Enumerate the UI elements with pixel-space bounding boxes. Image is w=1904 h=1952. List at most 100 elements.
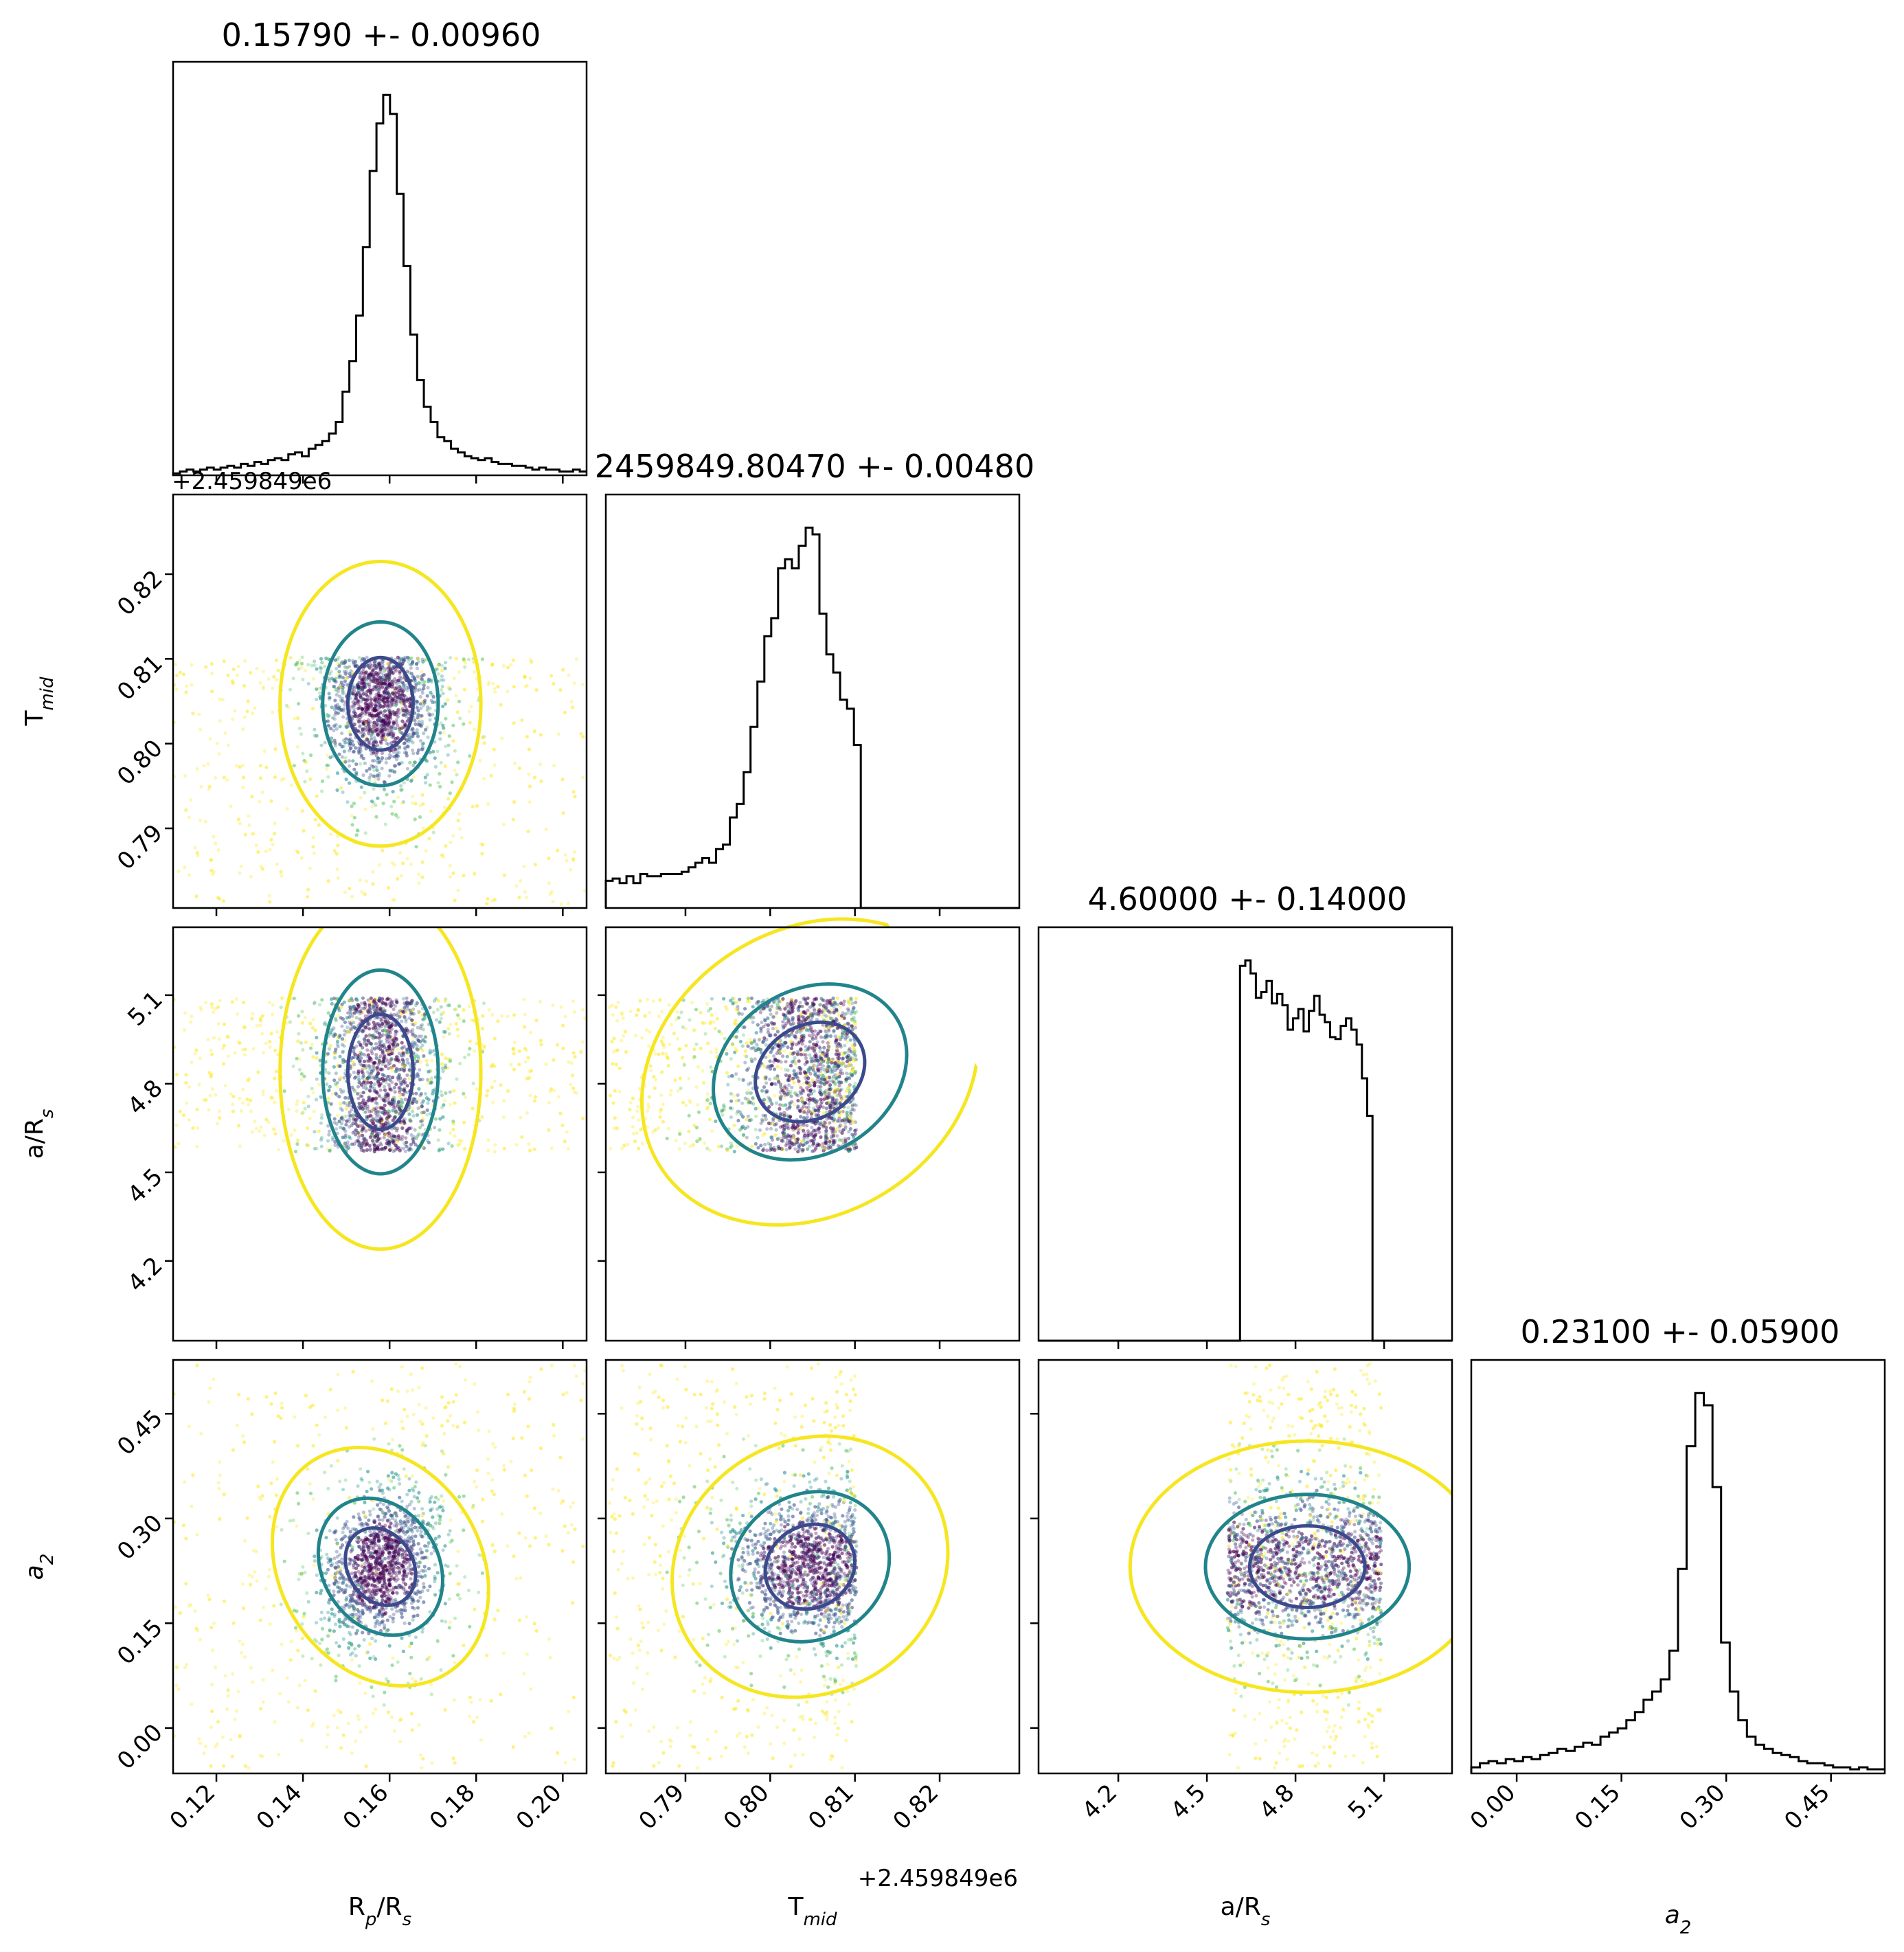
scatter-point bbox=[387, 715, 391, 719]
scatter-point bbox=[440, 853, 444, 857]
scatter-point bbox=[374, 740, 378, 745]
scatter-point bbox=[397, 711, 401, 715]
scatter-point bbox=[379, 1143, 383, 1147]
scatter-point bbox=[184, 808, 188, 812]
scatter-point bbox=[199, 1006, 203, 1010]
scatter-point bbox=[387, 673, 392, 677]
scatter-point bbox=[304, 760, 308, 764]
scatter-point bbox=[372, 1075, 376, 1079]
scatter-point bbox=[393, 747, 397, 751]
scatter-point bbox=[369, 1049, 374, 1053]
scatter-point bbox=[351, 659, 355, 663]
scatter-point bbox=[352, 815, 356, 820]
scatter-point bbox=[376, 1065, 380, 1069]
scatter-point bbox=[388, 712, 392, 716]
scatter-point bbox=[273, 1076, 277, 1080]
scatter-point bbox=[342, 670, 346, 674]
scatter-point bbox=[473, 670, 477, 674]
scatter-point bbox=[378, 1077, 383, 1082]
scatter-point bbox=[332, 1056, 337, 1060]
scatter-point bbox=[311, 1017, 315, 1021]
scatter-point bbox=[361, 727, 365, 732]
scatter-point bbox=[329, 727, 333, 731]
scatter-point bbox=[364, 1138, 369, 1142]
scatter-point bbox=[559, 1005, 563, 1009]
scatter-point bbox=[333, 1017, 338, 1021]
scatter-point bbox=[359, 749, 363, 753]
scatter-point bbox=[411, 727, 415, 731]
scatter-point bbox=[400, 690, 404, 694]
scatter-point bbox=[359, 699, 363, 704]
scatter-point bbox=[420, 714, 424, 718]
scatter-point bbox=[528, 1030, 533, 1034]
scatter-point bbox=[573, 1055, 577, 1059]
scatter-point bbox=[371, 1005, 375, 1009]
scatter-point bbox=[391, 697, 395, 702]
scatter-point bbox=[446, 698, 450, 702]
scatter-point bbox=[386, 708, 390, 712]
scatter-point bbox=[385, 1034, 389, 1038]
scatter-point bbox=[398, 1148, 402, 1153]
scatter-point bbox=[394, 713, 399, 717]
scatter-point bbox=[389, 694, 393, 699]
scatter-point bbox=[373, 680, 377, 684]
scatter-point bbox=[469, 1018, 473, 1022]
scatter-point bbox=[385, 722, 389, 726]
scatter-point bbox=[367, 705, 371, 709]
scatter-point bbox=[416, 1025, 420, 1030]
scatter-point bbox=[357, 688, 361, 693]
scatter-point bbox=[403, 723, 408, 727]
scatter-point bbox=[269, 799, 273, 803]
scatter-point bbox=[380, 698, 384, 702]
scatter-point bbox=[468, 1047, 472, 1051]
scatter-point bbox=[361, 756, 365, 760]
scatter-point bbox=[267, 677, 271, 681]
scatter-point bbox=[356, 718, 360, 722]
scatter-point bbox=[394, 753, 399, 758]
scatter-point bbox=[375, 773, 379, 778]
scatter-point bbox=[448, 1102, 453, 1106]
scatter-point bbox=[245, 1097, 249, 1101]
scatter-point bbox=[302, 828, 306, 833]
scatter-point bbox=[275, 1030, 279, 1034]
scatter-point bbox=[512, 685, 517, 689]
scatter-point bbox=[174, 673, 179, 678]
scatter-point bbox=[211, 872, 215, 876]
scatter-point bbox=[363, 682, 367, 686]
scatter-point bbox=[446, 797, 451, 801]
scatter-point bbox=[381, 719, 385, 724]
scatter-point bbox=[386, 703, 390, 707]
scatter-point bbox=[355, 828, 360, 832]
scatter-point bbox=[389, 741, 393, 745]
scatter-point bbox=[353, 701, 357, 705]
scatter-point bbox=[462, 657, 466, 661]
scatter-point bbox=[361, 657, 365, 661]
scatter-point bbox=[522, 864, 526, 869]
scatter-point bbox=[344, 737, 348, 741]
scatter-point bbox=[334, 677, 338, 681]
scatter-point bbox=[418, 1068, 422, 1072]
scatter-point bbox=[413, 802, 418, 806]
scatter-point bbox=[453, 1101, 457, 1105]
scatter-point bbox=[418, 716, 422, 720]
scatter-point bbox=[455, 710, 460, 714]
scatter-point bbox=[416, 659, 421, 663]
scatter-point bbox=[243, 832, 247, 837]
scatter-point bbox=[315, 667, 319, 671]
scatter-point bbox=[348, 1137, 353, 1141]
scatter-point bbox=[329, 670, 333, 674]
scatter-point bbox=[386, 703, 390, 707]
scatter-point bbox=[384, 1091, 388, 1095]
scatter-point bbox=[486, 897, 490, 901]
scatter-point bbox=[285, 807, 289, 811]
scatter-point bbox=[363, 723, 367, 727]
scatter-point bbox=[420, 860, 424, 864]
scatter-point bbox=[222, 775, 226, 780]
scatter-point bbox=[473, 1049, 477, 1053]
scatter-point bbox=[404, 740, 408, 745]
scatter-point bbox=[347, 737, 351, 741]
scatter-point bbox=[408, 1146, 412, 1150]
scatter-point bbox=[325, 767, 329, 771]
scatter-point bbox=[417, 681, 421, 685]
scatter-point bbox=[387, 1038, 392, 1042]
